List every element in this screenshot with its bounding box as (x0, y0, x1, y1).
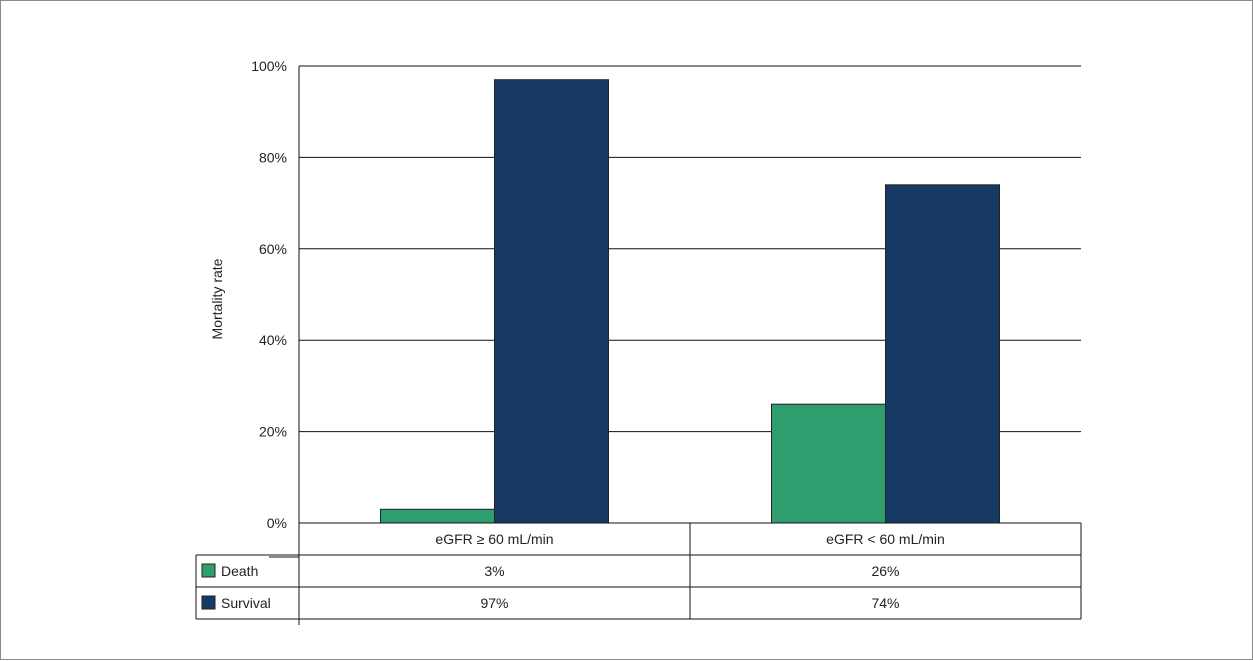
y-tick-labels: 0% 20% 40% 60% 80% 100% (251, 58, 287, 531)
data-label: 26% (871, 563, 899, 579)
bar-death-0 (380, 508, 495, 524)
y-tick-label: 40% (259, 332, 287, 348)
bar-survival-0 (494, 79, 609, 524)
y-tick-label: 0% (267, 515, 287, 531)
bar-survival-1 (885, 184, 1000, 524)
y-tick-label: 20% (259, 424, 287, 440)
data-label: 74% (871, 595, 899, 611)
data-table: eGFR ≥ 60 mL/min eGFR < 60 mL/min Death 3% 2… (195, 522, 1082, 625)
bar-death-1 (771, 403, 886, 524)
legend-label-survival: Survival (221, 595, 271, 611)
category-label: eGFR < 60 mL/min (826, 531, 945, 547)
data-label: 97% (480, 595, 508, 611)
category-label: eGFR ≥ 60 mL/min (435, 531, 553, 547)
y-tick-label: 60% (259, 241, 287, 257)
legend-swatch-death (201, 563, 216, 578)
legend-label-death: Death (221, 563, 258, 579)
y-tick-label: 80% (259, 149, 287, 165)
legend-swatch-survival (201, 595, 216, 610)
bars (380, 79, 1000, 524)
y-axis-label: Mortality rate (209, 258, 225, 339)
y-tick-label: 100% (251, 58, 287, 74)
data-label: 3% (484, 563, 504, 579)
